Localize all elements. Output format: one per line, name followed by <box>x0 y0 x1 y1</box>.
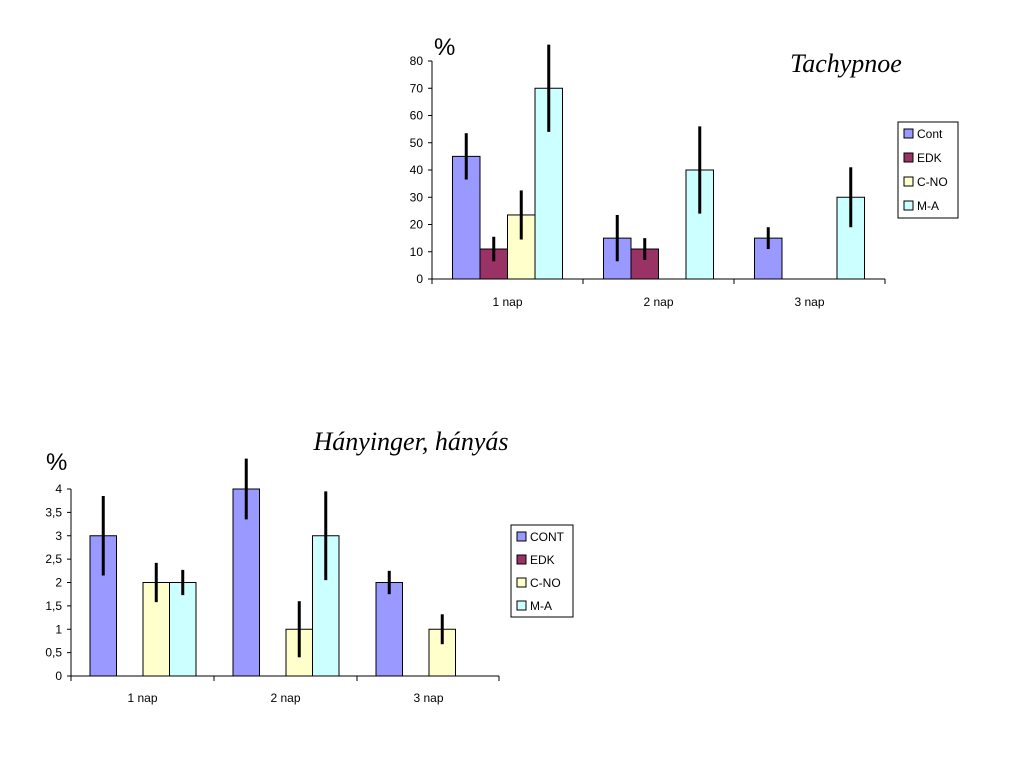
y-tick-label: 2,5 <box>45 552 62 566</box>
y-tick-label: 3 <box>55 529 62 543</box>
bar-m-a-2 <box>685 169 714 280</box>
y-tick-label: 3,5 <box>45 505 62 519</box>
y-tick-label: 10 <box>410 245 424 259</box>
y-tick-label: 70 <box>410 81 424 95</box>
y-axis-unit-label: % <box>46 449 67 476</box>
legend-swatch-edk <box>516 554 527 565</box>
legend-swatch-cont <box>903 128 914 139</box>
chart-title: Tachypnoe <box>790 49 902 78</box>
bar-edk-2 <box>630 248 659 280</box>
legend-swatch-c-no <box>516 577 527 588</box>
y-tick-label: 0 <box>416 272 423 286</box>
bar-m-a-1 <box>169 582 197 677</box>
legend-label: EDK <box>917 151 942 165</box>
legend-label: EDK <box>530 553 555 567</box>
legend-label: Cont <box>917 127 943 141</box>
legend-swatch-cont <box>516 531 527 542</box>
legend-swatch-m-a <box>903 200 914 211</box>
y-tick-label: 0,5 <box>45 646 62 660</box>
y-axis-unit-label: % <box>434 34 455 61</box>
legend: CONT EDK C-NO M-A <box>510 524 574 618</box>
legend: Cont EDK C-NO M-A <box>897 121 959 219</box>
x-category-label: 1 nap <box>492 295 522 309</box>
chart-title: Hányinger, hányás <box>313 427 509 456</box>
legend-swatch-m-a <box>516 600 527 611</box>
chart-1: % Tachypnoe 0 10 20 30 40 50 60 70 80 1 nap 2 nap 3 n… <box>410 34 959 309</box>
y-tick-label: 1 <box>55 622 62 636</box>
bar-cont-3 <box>375 582 403 677</box>
x-category-label: 3 nap <box>413 691 443 705</box>
x-category-label: 2 nap <box>270 691 300 705</box>
chart-2: % Hányinger, hányás 0 0,5 1 1,5 2 2,5 3 3,5 4 1 nap… <box>45 427 574 705</box>
legend-label: CONT <box>530 530 565 544</box>
y-tick-label: 4 <box>55 482 62 496</box>
y-tick-label: 20 <box>410 218 424 232</box>
y-tick-label: 0 <box>55 669 62 683</box>
x-category-label: 1 nap <box>127 691 157 705</box>
x-category-label: 2 nap <box>643 295 673 309</box>
legend-label: M-A <box>530 599 552 613</box>
y-tick-label: 30 <box>410 190 424 204</box>
y-tick-label: 50 <box>410 136 424 150</box>
legend-label: C-NO <box>917 175 948 189</box>
y-tick-label: 1,5 <box>45 599 62 613</box>
legend-label: M-A <box>917 199 939 213</box>
y-tick-label: 40 <box>410 163 424 177</box>
x-category-label: 3 nap <box>794 295 824 309</box>
legend-swatch-c-no <box>903 176 914 187</box>
y-tick-label: 2 <box>55 576 62 590</box>
legend-swatch-edk <box>903 152 914 163</box>
y-tick-label: 80 <box>410 54 424 68</box>
y-tick-label: 60 <box>410 109 424 123</box>
legend-label: C-NO <box>530 576 561 590</box>
